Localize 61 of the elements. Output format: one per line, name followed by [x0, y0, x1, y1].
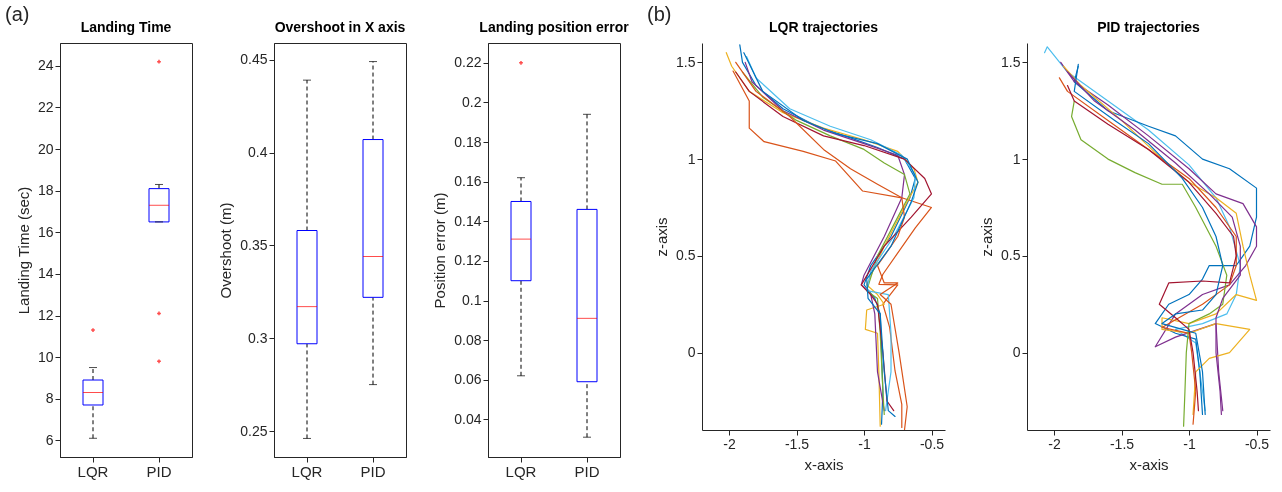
y-axis-title: Overshoot (m) — [217, 202, 235, 299]
y-axis-title: Position error (m) — [431, 192, 449, 309]
y-axis-title: z-axis — [653, 217, 671, 257]
y-tick-label: 0 — [1012, 344, 1021, 361]
chart-title: LQR trajectories — [769, 19, 879, 35]
y-tick-label: 0.4 — [248, 144, 268, 161]
y-tick-label: 0 — [687, 344, 696, 361]
x-tick-label: LQR — [505, 462, 537, 480]
y-tick-label: 22 — [37, 98, 54, 115]
y-tick-label: 1.5 — [676, 53, 696, 70]
y-tick-label: 0.22 — [454, 54, 482, 71]
y-tick-label: 14 — [37, 265, 54, 282]
x-tick-label: -2 — [1048, 435, 1061, 452]
x-tick-label: PID — [360, 462, 386, 480]
y-tick-label: 0.14 — [454, 212, 482, 229]
x-tick-label: -1.5 — [1109, 435, 1135, 452]
y-tick-label: 16 — [37, 223, 54, 240]
x-tick-label: -1 — [858, 435, 871, 452]
y-tick-label: 24 — [37, 57, 54, 74]
y-tick-label: 6 — [45, 431, 54, 448]
y-tick-label: 0.45 — [240, 51, 268, 68]
x-tick-label: -0.5 — [919, 435, 945, 452]
y-axis-title: Landing Time (sec) — [14, 186, 32, 315]
x-tick-label: LQR — [77, 462, 109, 480]
y-tick-label: 18 — [37, 182, 54, 199]
y-tick-label: 0.2 — [462, 93, 482, 110]
x-tick-label: LQR — [291, 462, 323, 480]
y-tick-label: 0.25 — [240, 422, 268, 439]
text: (a) — [5, 3, 30, 25]
x-tick-label: PID — [146, 462, 172, 480]
y-tick-label: 0.16 — [454, 173, 482, 190]
chart-title: Landing position error — [479, 19, 630, 35]
y-tick-label: 1.5 — [1001, 53, 1021, 70]
x-tick-label: -1.5 — [784, 435, 810, 452]
y-tick-label: 0.3 — [248, 329, 268, 346]
y-tick-label: 0.12 — [454, 252, 482, 269]
y-tick-label: 0.5 — [676, 247, 696, 264]
x-axis-title: x-axis — [804, 455, 844, 473]
x-tick-label: -0.5 — [1244, 435, 1270, 452]
y-tick-label: 1 — [687, 150, 696, 167]
text: (b) — [647, 3, 672, 25]
y-tick-label: 8 — [45, 390, 54, 407]
x-tick-label: PID — [574, 462, 600, 480]
y-tick-label: 20 — [37, 140, 54, 157]
x-tick-label: -1 — [1183, 435, 1196, 452]
y-tick-label: 1 — [1012, 150, 1021, 167]
y-tick-label: 0.04 — [454, 410, 482, 427]
chart-title: Landing Time — [80, 19, 172, 35]
x-axis-title: x-axis — [1129, 455, 1169, 473]
y-tick-label: 0.1 — [462, 292, 482, 309]
y-tick-label: 0.35 — [240, 236, 268, 253]
y-tick-label: 0.5 — [1001, 247, 1021, 264]
y-tick-label: 0.08 — [454, 331, 482, 348]
y-tick-label: 12 — [37, 307, 54, 324]
y-tick-label: 0.18 — [454, 133, 482, 150]
y-tick-label: 0.06 — [454, 371, 482, 388]
chart-title: PID trajectories — [1097, 19, 1201, 35]
y-tick-label: 10 — [37, 348, 54, 365]
y-axis-title: z-axis — [978, 217, 996, 257]
chart-title: Overshoot in X axis — [274, 19, 406, 35]
x-tick-label: -2 — [723, 435, 736, 452]
